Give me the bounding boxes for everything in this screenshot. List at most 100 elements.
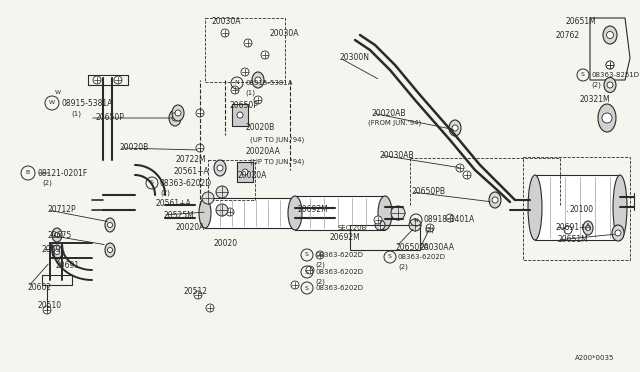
Ellipse shape xyxy=(449,120,461,136)
Text: S: S xyxy=(150,180,154,186)
Text: 20691+A: 20691+A xyxy=(555,222,591,231)
Ellipse shape xyxy=(603,26,617,44)
Text: 08363-6202D: 08363-6202D xyxy=(315,269,363,275)
Text: 08363-6202D: 08363-6202D xyxy=(160,179,212,187)
Circle shape xyxy=(261,51,269,59)
Circle shape xyxy=(615,230,621,236)
Ellipse shape xyxy=(604,77,616,93)
Circle shape xyxy=(226,208,234,216)
Text: 20722M: 20722M xyxy=(175,155,205,164)
Circle shape xyxy=(306,266,314,274)
Circle shape xyxy=(202,192,214,204)
Circle shape xyxy=(602,113,612,123)
Circle shape xyxy=(452,125,458,131)
Text: 20020AA: 20020AA xyxy=(245,148,280,157)
Text: 20651M: 20651M xyxy=(558,235,589,244)
Circle shape xyxy=(217,165,223,171)
Text: S: S xyxy=(581,73,585,77)
Text: 20030AA: 20030AA xyxy=(420,244,455,253)
Circle shape xyxy=(221,29,229,37)
Circle shape xyxy=(108,247,113,253)
Polygon shape xyxy=(232,104,248,126)
Text: 20030A: 20030A xyxy=(270,29,300,38)
Text: N: N xyxy=(413,218,419,222)
Text: N: N xyxy=(235,80,239,86)
Text: (2): (2) xyxy=(160,190,170,196)
Text: 20525M: 20525M xyxy=(163,211,194,219)
Circle shape xyxy=(255,77,261,83)
Circle shape xyxy=(216,186,228,198)
Circle shape xyxy=(93,76,101,84)
Text: 20712P: 20712P xyxy=(48,205,77,215)
Ellipse shape xyxy=(105,218,115,232)
Text: B: B xyxy=(26,170,30,176)
Text: 20691: 20691 xyxy=(55,260,79,269)
Circle shape xyxy=(607,32,614,38)
Text: S: S xyxy=(305,285,309,291)
Circle shape xyxy=(196,144,204,152)
Circle shape xyxy=(492,197,498,203)
Polygon shape xyxy=(205,198,295,228)
Circle shape xyxy=(606,61,614,69)
Text: S: S xyxy=(305,269,309,275)
Text: 20020A: 20020A xyxy=(238,170,268,180)
Text: W: W xyxy=(49,100,55,106)
Circle shape xyxy=(196,109,204,117)
Text: S: S xyxy=(388,254,392,260)
Circle shape xyxy=(237,112,243,118)
Circle shape xyxy=(172,115,178,121)
Polygon shape xyxy=(295,196,385,230)
Ellipse shape xyxy=(613,175,627,240)
Text: (2): (2) xyxy=(424,227,434,233)
Polygon shape xyxy=(237,162,253,182)
Text: (2): (2) xyxy=(591,82,601,88)
Circle shape xyxy=(463,171,471,179)
Circle shape xyxy=(175,110,181,116)
Circle shape xyxy=(194,291,202,299)
Circle shape xyxy=(586,225,591,231)
Circle shape xyxy=(216,204,228,216)
Circle shape xyxy=(108,222,113,228)
Text: 20561+A: 20561+A xyxy=(173,167,209,176)
Text: 20030A: 20030A xyxy=(212,17,241,26)
Text: 20020: 20020 xyxy=(213,238,237,247)
Text: 20300N: 20300N xyxy=(340,54,370,62)
Ellipse shape xyxy=(598,104,616,132)
Text: 20020A: 20020A xyxy=(175,224,204,232)
Circle shape xyxy=(374,216,382,224)
Ellipse shape xyxy=(612,225,624,241)
Circle shape xyxy=(606,61,614,69)
Ellipse shape xyxy=(214,160,226,176)
Ellipse shape xyxy=(528,175,542,240)
Text: (2): (2) xyxy=(398,264,408,270)
Text: 20762: 20762 xyxy=(555,31,579,39)
Circle shape xyxy=(54,250,60,254)
Text: W: W xyxy=(55,90,61,94)
Ellipse shape xyxy=(105,243,115,257)
Ellipse shape xyxy=(52,228,62,242)
Text: 20651M: 20651M xyxy=(565,17,596,26)
Text: 20512: 20512 xyxy=(183,288,207,296)
Text: SEC.20B: SEC.20B xyxy=(338,225,367,231)
Ellipse shape xyxy=(288,196,302,230)
Circle shape xyxy=(391,206,405,220)
Ellipse shape xyxy=(378,196,392,230)
Text: 08918-1401A: 08918-1401A xyxy=(424,215,476,224)
Circle shape xyxy=(54,232,60,237)
Text: 20691: 20691 xyxy=(42,246,66,254)
Text: 20510: 20510 xyxy=(38,301,62,310)
Text: 20100: 20100 xyxy=(570,205,594,215)
Ellipse shape xyxy=(583,221,593,235)
Circle shape xyxy=(607,82,613,88)
Ellipse shape xyxy=(199,198,211,228)
Circle shape xyxy=(206,304,214,312)
Text: 08363-8251D: 08363-8251D xyxy=(591,72,639,78)
Text: 20020B: 20020B xyxy=(245,124,275,132)
Text: (2): (2) xyxy=(315,262,325,268)
Ellipse shape xyxy=(252,72,264,88)
Circle shape xyxy=(241,68,249,76)
Text: 08915-5381A: 08915-5381A xyxy=(61,99,113,108)
Text: (UP TO JUN.'94): (UP TO JUN.'94) xyxy=(250,137,304,143)
Text: 20650PB: 20650PB xyxy=(412,187,446,196)
Text: 20602: 20602 xyxy=(28,282,52,292)
